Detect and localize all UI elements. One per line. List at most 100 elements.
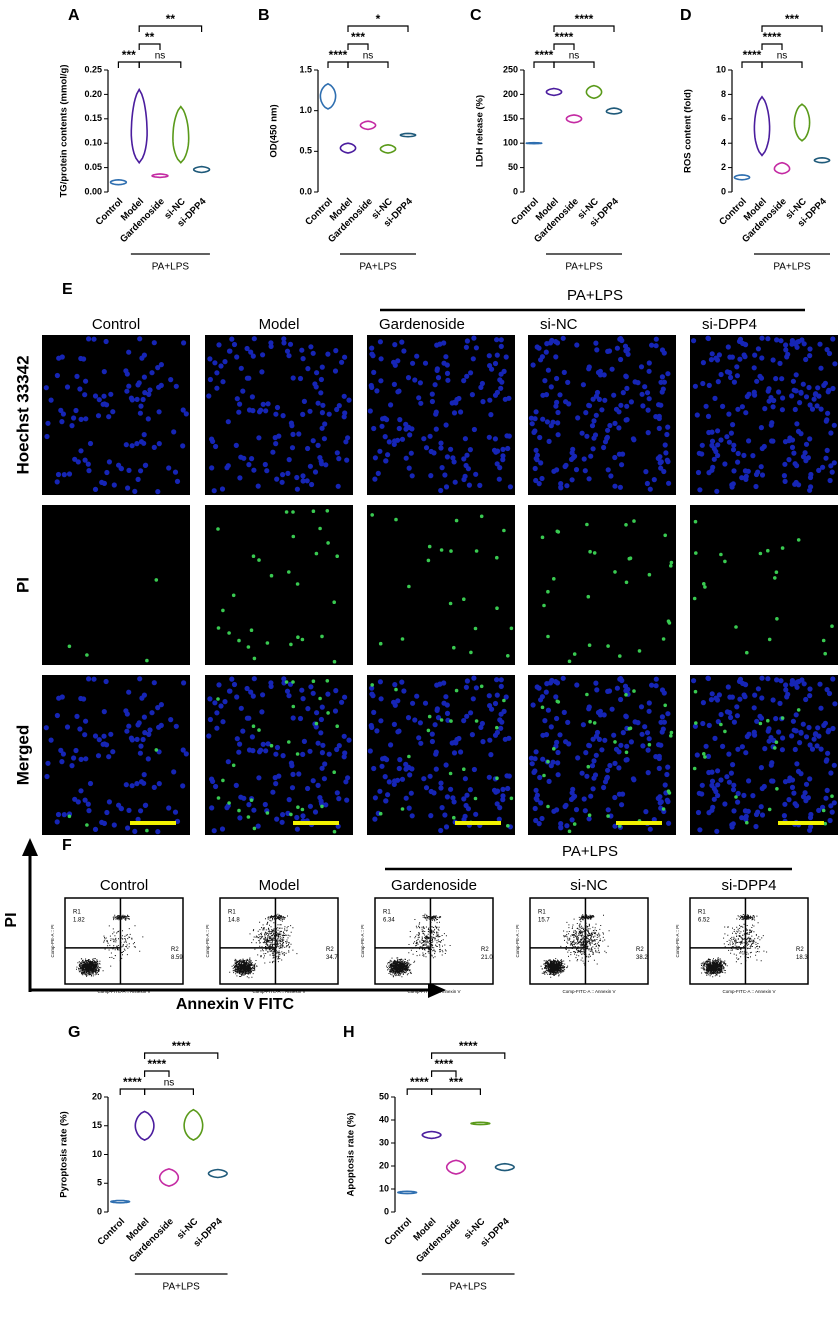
- column-title: Control: [100, 877, 148, 894]
- significance-bracket: [761, 25, 823, 32]
- y-tick-label: 0.25: [84, 64, 102, 74]
- violin: [470, 1121, 491, 1126]
- hoechst-nuclei: [528, 675, 672, 832]
- micrograph: [42, 505, 190, 665]
- significance-bracket: [138, 25, 203, 32]
- column-title: si-NC: [570, 877, 608, 894]
- group-label: PA+LPS: [773, 262, 811, 273]
- y-axis-label: OD(450 nm): [269, 104, 280, 157]
- y-tick-label: 0.20: [84, 89, 102, 99]
- significance-label: ***: [785, 12, 799, 26]
- significance-bracket: [553, 43, 575, 50]
- significance-bracket: [138, 61, 182, 68]
- panel-label: D: [680, 7, 692, 24]
- significance-label: ***: [351, 30, 365, 44]
- plot-y-label: Comp-PE-A :: PI: [205, 924, 210, 957]
- significance-bracket: [327, 61, 349, 68]
- hoechst-nuclei: [367, 335, 513, 494]
- scale-bar: [130, 821, 176, 825]
- y-tick-label: 0: [97, 1206, 102, 1216]
- significance-label: ns: [363, 51, 374, 62]
- events: [76, 914, 144, 977]
- significance-label: ns: [777, 51, 788, 62]
- panel-label: H: [343, 1024, 355, 1041]
- scale-bar: [616, 821, 662, 825]
- significance-label: ****: [763, 30, 782, 44]
- gate-name: R1: [228, 910, 236, 916]
- significance-label: ***: [122, 48, 136, 62]
- gate-lines: [65, 898, 122, 984]
- significance-bracket: [144, 1052, 219, 1059]
- y-tick-label: 0.10: [84, 138, 102, 148]
- y-tick-label: 50: [379, 1091, 389, 1101]
- plot-y-label: Comp-PE-A :: PI: [675, 924, 680, 957]
- plot-x-label: Comp-FITC-A :: Annexin V: [407, 989, 460, 994]
- significance-bracket: [553, 25, 615, 32]
- column-title: Model: [259, 877, 300, 894]
- significance-bracket: [741, 61, 763, 68]
- gate-value: 38.2: [636, 955, 648, 961]
- y-tick-label: 200: [503, 89, 518, 99]
- y-tick-label: 150: [503, 113, 518, 123]
- violin: [207, 1168, 228, 1179]
- panel-label: B: [258, 7, 270, 24]
- y-axis-title: PI: [3, 912, 20, 927]
- y-tick-label: 250: [503, 64, 518, 74]
- gate-value: 21.0: [481, 955, 493, 961]
- significance-label: *: [376, 12, 381, 26]
- gate-name: R2: [326, 947, 334, 953]
- plot-y-label: Comp-PE-A :: PI: [515, 924, 520, 957]
- plot-x-label: Comp-FITC-A :: Annexin V: [97, 989, 150, 994]
- y-tick-label: 1.5: [299, 64, 312, 74]
- significance-bracket: [431, 1088, 481, 1095]
- y-tick-label: 20: [92, 1091, 102, 1101]
- violin: [585, 84, 603, 100]
- significance-bracket: [119, 1088, 146, 1095]
- plot-x-label: Comp-FITC-A :: Annexin V: [252, 989, 305, 994]
- y-tick-label: 0.00: [84, 186, 102, 196]
- y-tick-label: 8: [721, 89, 726, 99]
- significance-label: ****: [575, 12, 594, 26]
- significance-bracket: [533, 61, 555, 68]
- significance-label: ns: [569, 51, 580, 62]
- gate-name: R2: [796, 947, 804, 953]
- panel-label: F: [62, 837, 72, 854]
- gate-value: 34.7: [326, 955, 338, 961]
- gate-name: R1: [538, 910, 546, 916]
- significance-label: ****: [555, 30, 574, 44]
- group-label: PA+LPS: [152, 262, 190, 273]
- hoechst-nuclei: [206, 676, 352, 834]
- significance-label: ****: [434, 1057, 453, 1071]
- significance-label: **: [166, 12, 176, 26]
- y-axis-label: LDH release (%): [475, 95, 486, 167]
- violin: [773, 161, 791, 175]
- panel-label: C: [470, 7, 482, 24]
- gate-name: R2: [171, 947, 179, 953]
- violin: [399, 132, 417, 138]
- y-tick-label: 20: [379, 1160, 389, 1170]
- violin: [733, 174, 751, 181]
- significance-bracket: [431, 1070, 457, 1077]
- micrograph: [528, 505, 676, 665]
- hoechst-nuclei: [206, 336, 352, 494]
- group-label: PA+LPS: [562, 843, 618, 860]
- violin: [134, 1110, 155, 1142]
- significance-label: ns: [155, 51, 166, 62]
- gate-value: 14.8: [228, 918, 240, 924]
- significance-label: ***: [449, 1075, 463, 1089]
- violin: [525, 141, 543, 145]
- column-title: Gardenoside: [391, 877, 477, 894]
- significance-label: ****: [459, 1039, 478, 1053]
- significance-bracket: [347, 25, 409, 32]
- violin: [565, 114, 583, 124]
- events: [700, 914, 768, 978]
- violin: [813, 156, 831, 164]
- significance-label: ****: [535, 48, 554, 62]
- events: [540, 914, 610, 978]
- violin: [379, 143, 397, 154]
- y-tick-label: 0: [384, 1206, 389, 1216]
- violin: [151, 173, 169, 179]
- row-label: PI: [13, 577, 32, 593]
- violin: [793, 103, 811, 142]
- column-title: Gardenoside: [379, 316, 465, 333]
